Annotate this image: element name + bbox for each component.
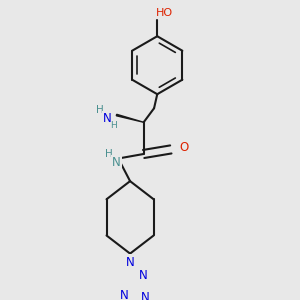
Text: H: H [105,149,113,159]
Text: N: N [141,291,150,300]
Text: HO: HO [156,8,173,18]
Text: N: N [138,269,147,282]
Text: O: O [179,141,188,154]
Text: N: N [126,256,134,269]
Text: N: N [112,156,121,169]
Polygon shape [116,114,144,122]
Text: H: H [110,122,117,130]
Text: N: N [103,112,112,125]
Text: H: H [96,105,104,115]
Text: N: N [120,289,128,300]
